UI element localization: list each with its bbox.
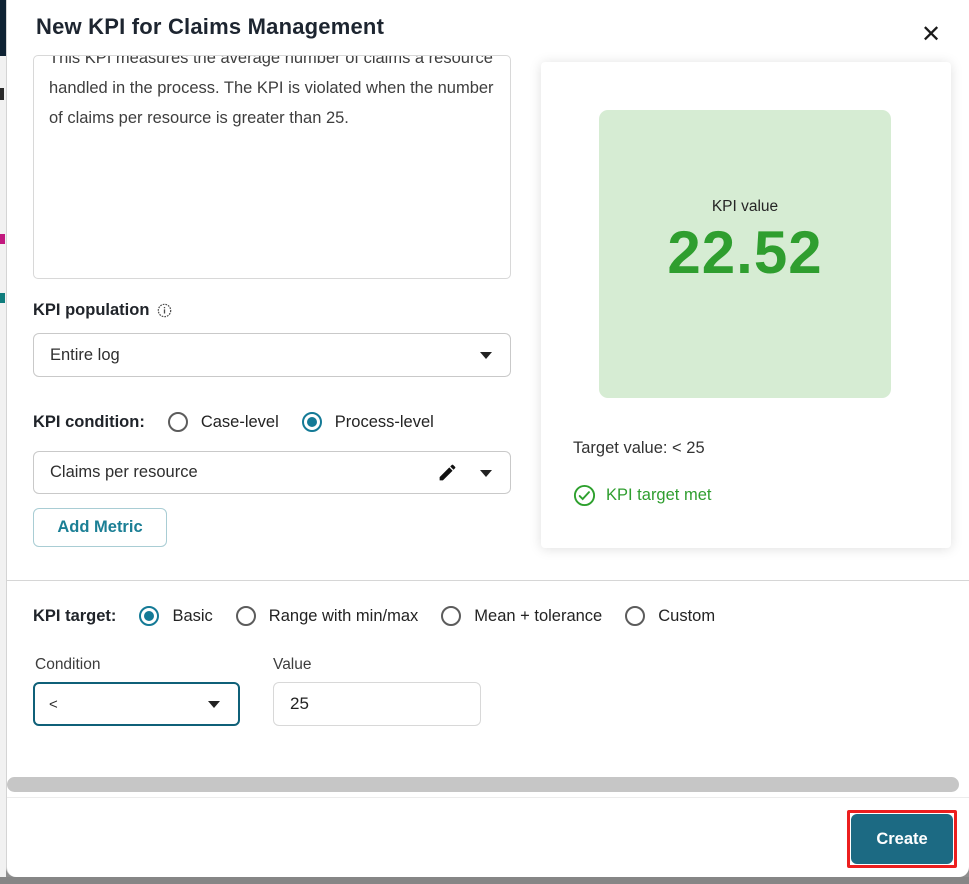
new-kpi-dialog: New KPI for Claims Management ✕ This KPI… <box>6 0 969 877</box>
create-button-highlight: Create <box>847 810 957 868</box>
radio-range-label: Range with min/max <box>268 606 419 625</box>
background-page-edge <box>0 0 6 877</box>
value-label: Value <box>273 656 312 673</box>
add-metric-button[interactable]: Add Metric <box>33 508 167 547</box>
info-icon[interactable] <box>157 303 172 318</box>
condition-select[interactable]: < <box>33 682 240 726</box>
condition-label: Condition <box>35 656 101 673</box>
radio-basic-label: Basic <box>172 606 213 625</box>
kpi-status-row: KPI target met <box>573 484 711 507</box>
kpi-value-label: KPI value <box>711 198 779 215</box>
kpi-value: 22.52 <box>667 219 823 286</box>
kpi-population-value: Entire log <box>50 345 120 364</box>
chevron-down-icon <box>480 469 492 477</box>
footer-divider <box>7 797 969 798</box>
chevron-down-icon <box>480 352 492 359</box>
radio-mean-tolerance[interactable] <box>441 606 462 626</box>
horizontal-scrollbar[interactable] <box>7 777 959 792</box>
background-backdrop-strip <box>0 877 969 884</box>
radio-case-level[interactable] <box>167 412 188 432</box>
kpi-population-select[interactable]: Entire log <box>33 333 511 377</box>
radio-case-level-label: Case-level <box>200 412 279 431</box>
kpi-target-label: KPI target: <box>33 606 117 625</box>
edit-pencil-icon[interactable] <box>437 462 458 483</box>
kpi-description-textarea[interactable]: This KPI measures the average number of … <box>33 55 511 279</box>
target-value-text: Target value: < 25 <box>573 439 705 457</box>
radio-process-level[interactable] <box>301 412 322 432</box>
dialog-title: New KPI for Claims Management <box>36 14 385 39</box>
create-button[interactable]: Create <box>851 814 953 864</box>
kpi-preview-card: KPI value 22.52 Target value: < 25 KPI t… <box>541 62 951 548</box>
value-input[interactable]: 25 <box>273 682 481 726</box>
radio-mean-tolerance-label: Mean + tolerance <box>474 606 603 625</box>
metric-value: Claims per resource <box>50 463 198 481</box>
kpi-target-row: KPI target: Basic Range with min/max Mea… <box>33 603 715 629</box>
condition-value: < <box>49 695 58 713</box>
metric-select[interactable]: Claims per resource <box>33 451 511 494</box>
kpi-population-label-row: KPI population <box>33 301 172 320</box>
kpi-population-label: KPI population <box>33 301 150 319</box>
radio-basic[interactable] <box>139 606 160 626</box>
kpi-status-text: KPI target met <box>606 486 712 504</box>
kpi-condition-row: KPI condition: Case-level Process-level <box>33 409 434 435</box>
chevron-down-icon <box>208 701 220 708</box>
radio-custom-label: Custom <box>658 606 716 625</box>
value-input-text: 25 <box>290 694 309 713</box>
background-icon-fragment <box>0 88 4 100</box>
radio-process-level-label: Process-level <box>334 412 434 431</box>
background-navbar-fragment <box>0 0 6 56</box>
kpi-condition-label: KPI condition: <box>33 412 145 431</box>
radio-range[interactable] <box>235 606 256 626</box>
radio-custom[interactable] <box>625 606 646 626</box>
close-icon[interactable]: ✕ <box>920 20 942 48</box>
check-circle-icon <box>573 484 596 507</box>
kpi-value-box: KPI value 22.52 <box>599 110 891 398</box>
background-icon-fragment <box>0 293 5 303</box>
background-icon-fragment <box>0 234 5 244</box>
kpi-description-text: This KPI measures the average number of … <box>49 55 494 127</box>
section-divider <box>7 580 969 581</box>
